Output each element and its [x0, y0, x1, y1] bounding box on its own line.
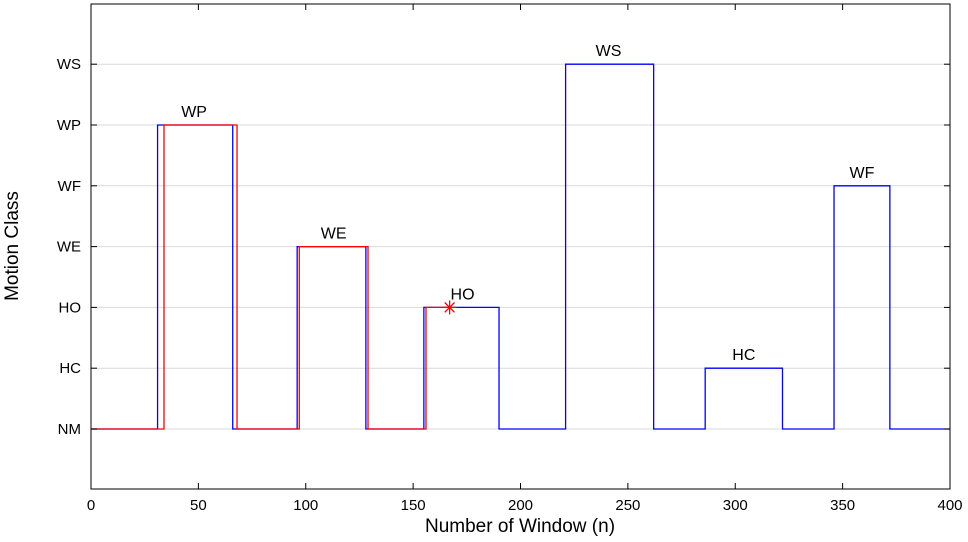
series-line-2 — [91, 124, 450, 430]
x-tick-label-0: 0 — [87, 497, 95, 514]
y-tick-label-we: WE — [57, 239, 81, 256]
annotation-hc: HC — [732, 347, 755, 364]
x-axis-ticks: 0 50 100 150 200 250 300 350 400 — [87, 4, 963, 514]
x-tick-label-350: 350 — [830, 497, 855, 514]
x-axis-title: Number of Window (n) — [425, 516, 615, 537]
y-tick-label-nm: NM — [58, 421, 81, 438]
annotation-layer: WP WE HO WS HC WF — [181, 43, 874, 364]
x-tick-label-250: 250 — [615, 497, 640, 514]
annotation-wp: WP — [181, 104, 207, 121]
annotation-we: WE — [321, 226, 347, 243]
x-tick-label-400: 400 — [937, 497, 962, 514]
y-tick-label-ho: HO — [59, 299, 82, 316]
y-tick-label-hc: HC — [59, 360, 81, 377]
y-axis-title: Motion Class — [2, 191, 23, 301]
y-tick-label-ws: WS — [57, 56, 81, 73]
y-tick-label-wf: WF — [58, 178, 81, 195]
x-tick-label-100: 100 — [293, 497, 318, 514]
end-marker-stroke-4 — [444, 302, 455, 313]
annotation-wf: WF — [850, 165, 875, 182]
end-marker-2 — [442, 300, 457, 315]
annotation-ho: HO — [451, 286, 475, 303]
y-tick-label-wp: WP — [57, 117, 81, 134]
x-tick-label-50: 50 — [190, 497, 207, 514]
x-tick-label-200: 200 — [508, 497, 533, 514]
x-tick-label-300: 300 — [723, 497, 748, 514]
x-tick-label-150: 150 — [401, 497, 426, 514]
series-layer — [91, 63, 950, 430]
annotation-ws: WS — [596, 43, 622, 60]
y-axis-ticks: NM HC HO WE WF WP WS — [57, 56, 950, 438]
